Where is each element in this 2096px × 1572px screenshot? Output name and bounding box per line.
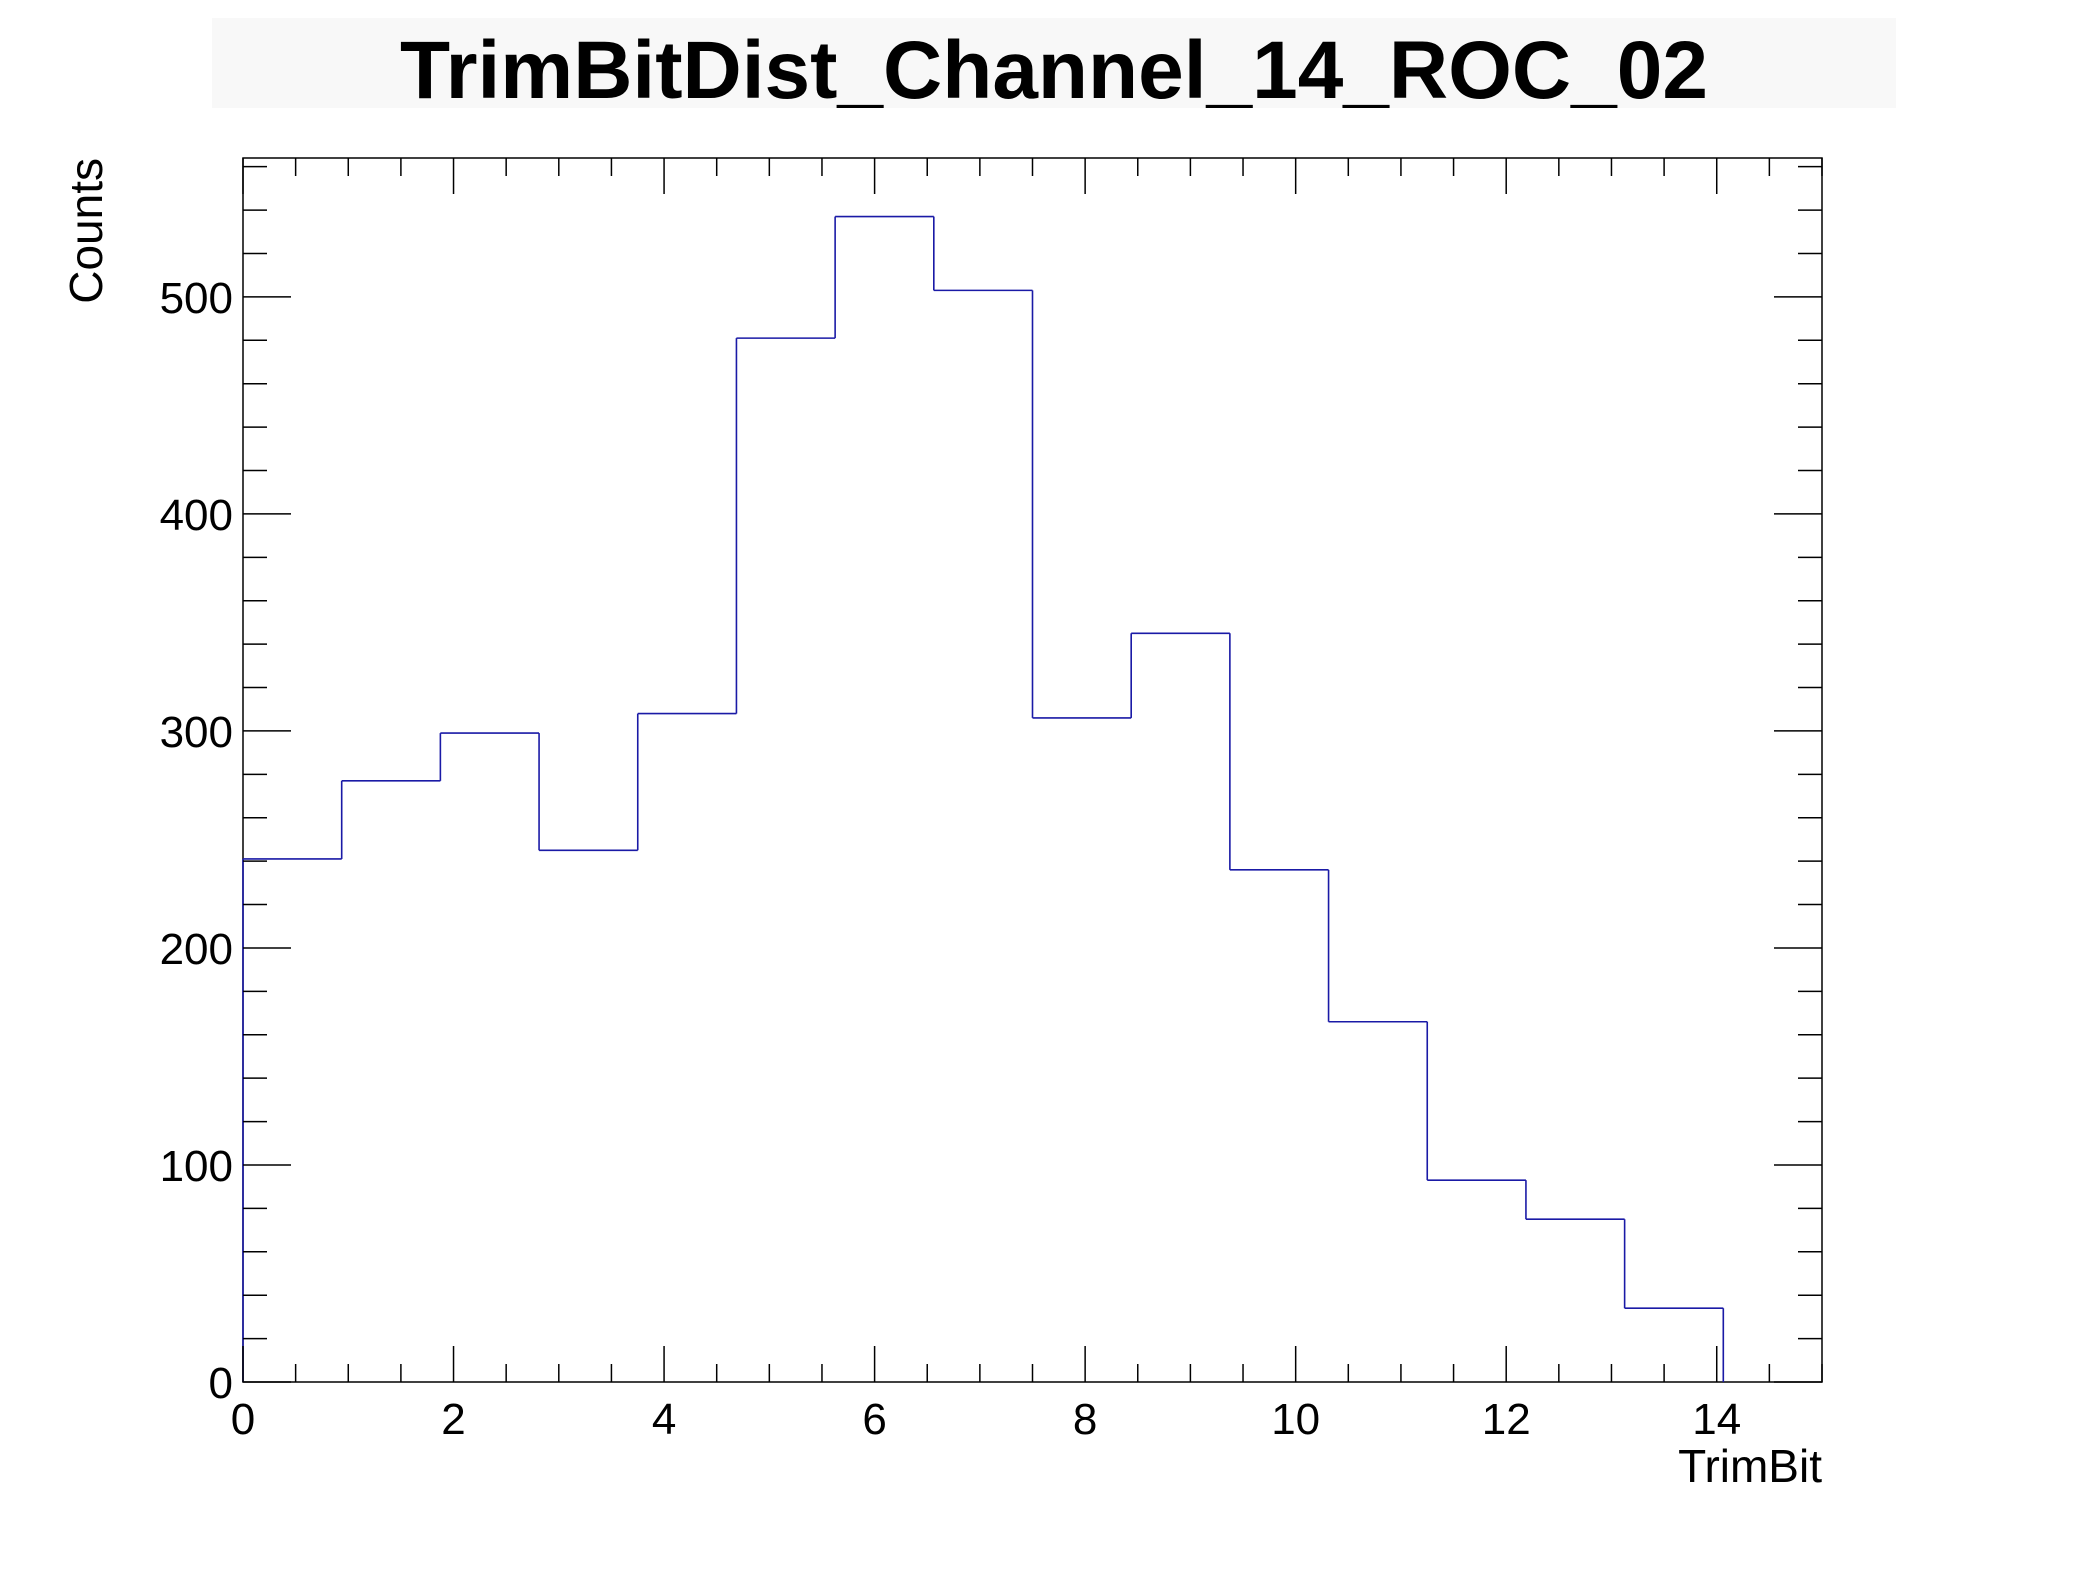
y-axis-label: Counts [60,158,112,304]
x-tick-label: 8 [1073,1395,1097,1444]
x-tick-label: 12 [1482,1395,1531,1444]
x-tick-label: 2 [441,1395,465,1444]
x-tick-label: 4 [652,1395,676,1444]
x-axis-label: TrimBit [1678,1440,1822,1492]
title-band: TrimBitDist_Channel_14_ROC_02 [212,18,1896,116]
chart-title: TrimBitDist_Channel_14_ROC_02 [400,25,1708,116]
x-tick-label: 0 [231,1395,255,1444]
x-tick-label: 6 [862,1395,886,1444]
y-tick-label: 400 [160,491,233,540]
y-tick-label: 300 [160,708,233,757]
histogram-layer [242,215,1725,1382]
x-tick-label: 14 [1692,1395,1741,1444]
x-tick-label: 10 [1271,1395,1320,1444]
ticks-layer: 0 2 4 6 8 10 12 14 0 100 200 300 400 500 [160,158,1823,1444]
y-tick-label: 500 [160,274,233,323]
y-tick-label: 200 [160,925,233,974]
y-tick-label: 0 [209,1359,233,1408]
y-tick-label: 100 [160,1142,233,1191]
